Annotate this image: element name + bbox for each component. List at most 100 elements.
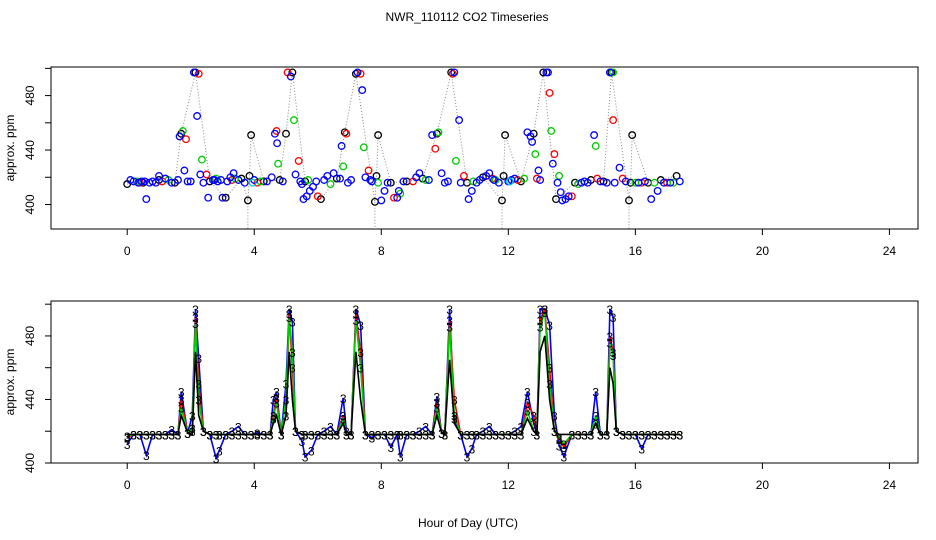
point-label-red: 3 bbox=[283, 409, 290, 423]
data-point-blue bbox=[534, 166, 543, 175]
data-point-blue bbox=[358, 86, 367, 95]
y-axis-label: approx. ppm bbox=[3, 115, 17, 182]
point-label-green: 3 bbox=[192, 317, 199, 331]
point-label-blue: 3 bbox=[348, 428, 355, 442]
point-label-blue: 3 bbox=[518, 421, 525, 435]
point-label-red: 3 bbox=[206, 428, 213, 442]
point-label-green: 3 bbox=[480, 428, 487, 442]
data-point-blue bbox=[556, 188, 565, 197]
point-label-blue: 3 bbox=[387, 441, 394, 455]
point-label-red: 3 bbox=[438, 427, 445, 441]
point-label-green: 3 bbox=[195, 394, 202, 408]
point-label-red: 3 bbox=[422, 428, 429, 442]
point-label-blue: 3 bbox=[556, 440, 563, 454]
point-label-red: 3 bbox=[368, 428, 375, 442]
point-label-green: 3 bbox=[664, 428, 671, 442]
point-label-blue: 3 bbox=[340, 392, 347, 406]
data-point-blue bbox=[526, 132, 535, 141]
data-point-green bbox=[326, 180, 335, 189]
point-label-red: 3 bbox=[645, 428, 652, 442]
point-label-red: 3 bbox=[556, 433, 563, 447]
point-label-red: 3 bbox=[397, 428, 404, 442]
point-label-blue: 3 bbox=[260, 428, 267, 442]
point-label-blue: 3 bbox=[302, 451, 309, 465]
point-label-blue: 3 bbox=[446, 303, 453, 317]
point-label-red: 3 bbox=[446, 314, 453, 328]
point-label-green: 3 bbox=[451, 409, 458, 423]
x-tick-label: 20 bbox=[756, 478, 770, 492]
point-label-blue: 3 bbox=[581, 428, 588, 442]
point-label-red: 3 bbox=[327, 428, 334, 442]
point-label-red: 3 bbox=[638, 428, 645, 442]
point-label-red: 3 bbox=[676, 428, 683, 442]
point-label-blue: 3 bbox=[530, 417, 537, 431]
data-point-black bbox=[386, 178, 395, 187]
point-label-green: 3 bbox=[178, 401, 185, 415]
data-point-blue bbox=[175, 132, 184, 141]
point-label-green: 3 bbox=[511, 428, 518, 442]
point-label-green: 3 bbox=[308, 428, 315, 442]
point-label-blue: 3 bbox=[278, 428, 285, 442]
data-point-blue bbox=[137, 177, 146, 186]
point-label-green: 3 bbox=[189, 422, 196, 436]
data-point-blue bbox=[394, 186, 403, 195]
point-label-red: 3 bbox=[626, 428, 633, 442]
point-label-red: 3 bbox=[241, 428, 248, 442]
point-label-red: 3 bbox=[610, 346, 617, 360]
data-point-black bbox=[340, 128, 349, 137]
point-label-red: 3 bbox=[222, 428, 229, 442]
point-label-blue: 3 bbox=[422, 421, 429, 435]
point-label-blue: 3 bbox=[333, 428, 340, 442]
point-label-blue: 3 bbox=[676, 428, 683, 442]
point-label-green: 3 bbox=[241, 428, 248, 442]
point-label-blue: 3 bbox=[248, 428, 255, 442]
point-label-blue: 3 bbox=[480, 425, 487, 439]
point-label-red: 3 bbox=[492, 428, 499, 442]
point-label-red: 3 bbox=[299, 428, 306, 442]
point-label-blue: 3 bbox=[657, 428, 664, 442]
point-label-green: 3 bbox=[362, 428, 369, 442]
point-label-green: 3 bbox=[387, 428, 394, 442]
point-label-red: 3 bbox=[486, 428, 493, 442]
data-point-blue bbox=[464, 195, 473, 204]
point-label-blue: 3 bbox=[638, 443, 645, 457]
point-label-green: 3 bbox=[551, 425, 558, 439]
data-point-black bbox=[498, 196, 506, 205]
data-point-blue bbox=[196, 170, 205, 179]
point-label-blue: 3 bbox=[486, 421, 493, 435]
data-point-green bbox=[197, 155, 206, 164]
point-label-red: 3 bbox=[189, 425, 196, 439]
data-point-black bbox=[501, 131, 510, 140]
point-label-green: 3 bbox=[156, 428, 163, 442]
point-label-red: 3 bbox=[143, 428, 150, 442]
point-label-red: 3 bbox=[267, 428, 274, 442]
data-point-blue bbox=[590, 131, 599, 140]
data-point-blue bbox=[347, 176, 356, 184]
x-tick-label: 4 bbox=[251, 244, 258, 258]
data-point-blue bbox=[140, 177, 149, 186]
point-label-green: 3 bbox=[534, 428, 541, 442]
point-label-red: 3 bbox=[340, 409, 347, 423]
point-label-blue: 3 bbox=[270, 394, 277, 408]
point-label-green: 3 bbox=[397, 428, 404, 442]
x-tick-label: 12 bbox=[502, 244, 516, 258]
point-label-blue: 3 bbox=[267, 428, 274, 442]
data-point-blue bbox=[666, 178, 675, 187]
data-point-red bbox=[364, 166, 373, 175]
data-point-black bbox=[628, 131, 637, 140]
data-point-red bbox=[448, 69, 457, 78]
point-label-green: 3 bbox=[184, 427, 191, 441]
point-label-red: 3 bbox=[441, 428, 448, 442]
point-label-blue: 3 bbox=[362, 428, 369, 442]
data-point-green bbox=[451, 156, 460, 165]
point-label-green: 3 bbox=[267, 428, 274, 442]
point-label-red: 3 bbox=[537, 314, 544, 328]
point-label-green: 3 bbox=[499, 428, 506, 442]
data-point-blue bbox=[399, 177, 408, 186]
point-label-green: 3 bbox=[518, 428, 525, 442]
point-label-green: 3 bbox=[124, 430, 131, 444]
point-label-green: 3 bbox=[457, 428, 464, 442]
point-label-blue: 3 bbox=[441, 428, 448, 442]
point-label-red: 3 bbox=[375, 428, 382, 442]
point-label-red: 3 bbox=[651, 428, 658, 442]
